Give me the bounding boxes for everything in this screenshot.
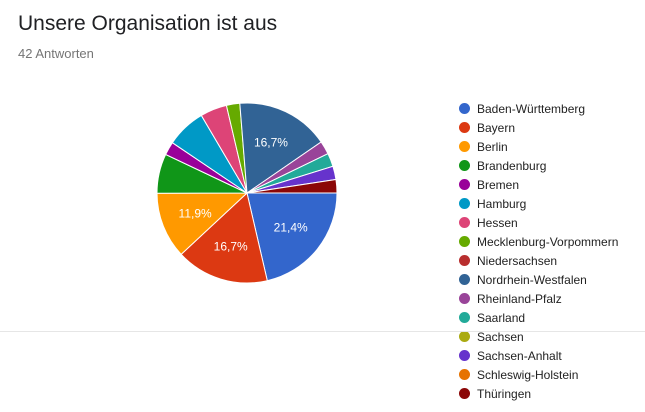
- legend-item: Sachsen: [459, 327, 618, 346]
- legend-label: Schleswig-Holstein: [477, 367, 579, 382]
- slice-percent-label: 16,7%: [254, 136, 288, 150]
- legend-item: Berlin: [459, 137, 618, 156]
- legend-swatch: [459, 388, 470, 399]
- legend-label: Sachsen-Anhalt: [477, 348, 562, 363]
- legend-swatch: [459, 369, 470, 380]
- legend-swatch: [459, 350, 470, 361]
- legend-label: Saarland: [477, 310, 526, 325]
- legend-label: Mecklenburg-Vorpommern: [477, 234, 619, 249]
- legend-swatch: [459, 312, 470, 323]
- pie-slice-baden-württemberg[interactable]: [246, 192, 338, 282]
- legend-label: Baden-Württemberg: [477, 101, 586, 116]
- legend-item: Niedersachsen: [459, 251, 618, 270]
- slice-percent-label: 16,7%: [214, 239, 248, 253]
- pie-slice-bayern[interactable]: [180, 192, 268, 284]
- legend-item: Rheinland-Pfalz: [459, 289, 618, 308]
- legend-label: Bayern: [477, 120, 516, 135]
- legend-item: Nordrhein-Westfalen: [459, 270, 618, 289]
- chart-legend: Baden-Württemberg Bayern Berlin Brandenburg…: [459, 99, 618, 403]
- legend-swatch: [459, 198, 470, 209]
- legend-item: Schleswig-Holstein: [459, 365, 618, 384]
- slice-percent-label: 11,9%: [179, 207, 212, 221]
- legend-item: Baden-Württemberg: [459, 99, 618, 118]
- legend-item: Hamburg: [459, 194, 618, 213]
- legend-item: Sachsen-Anhalt: [459, 346, 618, 365]
- legend-swatch: [459, 236, 470, 247]
- legend-item: Brandenburg: [459, 156, 618, 175]
- legend-label: Rheinland-Pfalz: [477, 291, 562, 306]
- legend-label: Bremen: [477, 177, 520, 192]
- legend-label: Hamburg: [477, 196, 527, 211]
- legend-swatch: [459, 331, 470, 342]
- legend-label: Nordrhein-Westfalen: [477, 272, 587, 287]
- legend-swatch: [459, 293, 470, 304]
- slice-percent-label: 21,4%: [274, 221, 308, 235]
- legend-item: Thüringen: [459, 384, 618, 403]
- pie-slice-thüringen[interactable]: [246, 178, 338, 194]
- legend-label: Brandenburg: [477, 158, 547, 173]
- legend-swatch: [459, 103, 470, 114]
- legend-swatch: [459, 274, 470, 285]
- legend-label: Niedersachsen: [477, 253, 558, 268]
- legend-item: Hessen: [459, 213, 618, 232]
- legend-swatch: [459, 141, 470, 152]
- legend-item: Bremen: [459, 175, 618, 194]
- legend-swatch: [459, 217, 470, 228]
- legend-swatch: [459, 160, 470, 171]
- pie-slice-nordrhein-westfalen[interactable]: [239, 102, 322, 194]
- response-count: 42 Antworten: [18, 46, 94, 61]
- legend-swatch: [459, 122, 470, 133]
- section-divider: [0, 331, 645, 332]
- legend-item: Bayern: [459, 118, 618, 137]
- pie-slice-berlin[interactable]: [156, 192, 249, 256]
- legend-label: Sachsen: [477, 329, 524, 344]
- chart-title: Unsere Organisation ist aus: [18, 12, 278, 35]
- legend-swatch: [459, 179, 470, 190]
- legend-label: Thüringen: [477, 386, 532, 401]
- legend-swatch: [459, 255, 470, 266]
- legend-label: Hessen: [477, 215, 518, 230]
- legend-item: Saarland: [459, 308, 618, 327]
- legend-item: Mecklenburg-Vorpommern: [459, 232, 618, 251]
- legend-label: Berlin: [477, 139, 508, 154]
